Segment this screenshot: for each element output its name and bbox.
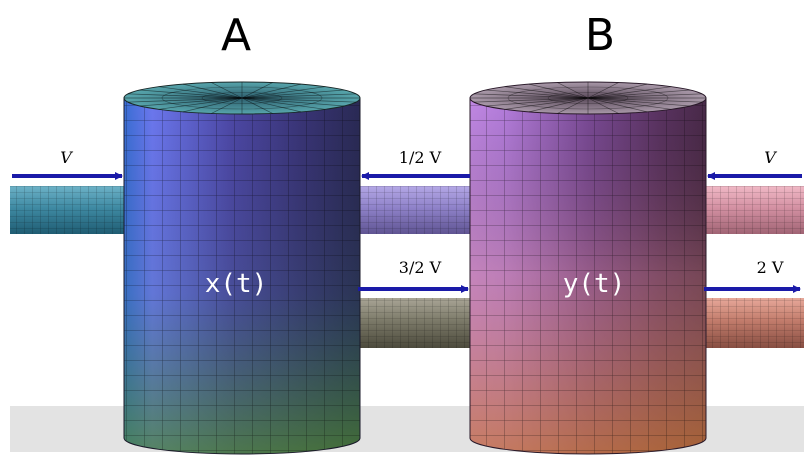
pipe-inlet-a bbox=[10, 186, 126, 234]
tank-a bbox=[123, 81, 361, 455]
tank-a-top bbox=[123, 81, 361, 115]
pipe-outlet-b bbox=[704, 298, 804, 348]
pipe-inlet-b bbox=[704, 186, 804, 234]
label-inflow-a: V bbox=[60, 148, 73, 167]
label-b-to-a: 1/2 V bbox=[399, 148, 442, 167]
tank-a-label: x(t) bbox=[205, 269, 268, 299]
pipe-between-upper bbox=[358, 186, 472, 234]
pipe-between-lower bbox=[358, 298, 472, 348]
label-outflow-b: 2 V bbox=[757, 258, 784, 277]
tank-b bbox=[469, 81, 707, 455]
tank-a-title: A bbox=[221, 10, 251, 61]
tank-b-label: y(t) bbox=[563, 269, 626, 299]
tank-b-title: B bbox=[585, 10, 615, 61]
label-a-to-b: 3/2 V bbox=[399, 258, 442, 277]
label-inflow-b: V bbox=[764, 148, 777, 167]
tank-b-top bbox=[469, 81, 707, 115]
